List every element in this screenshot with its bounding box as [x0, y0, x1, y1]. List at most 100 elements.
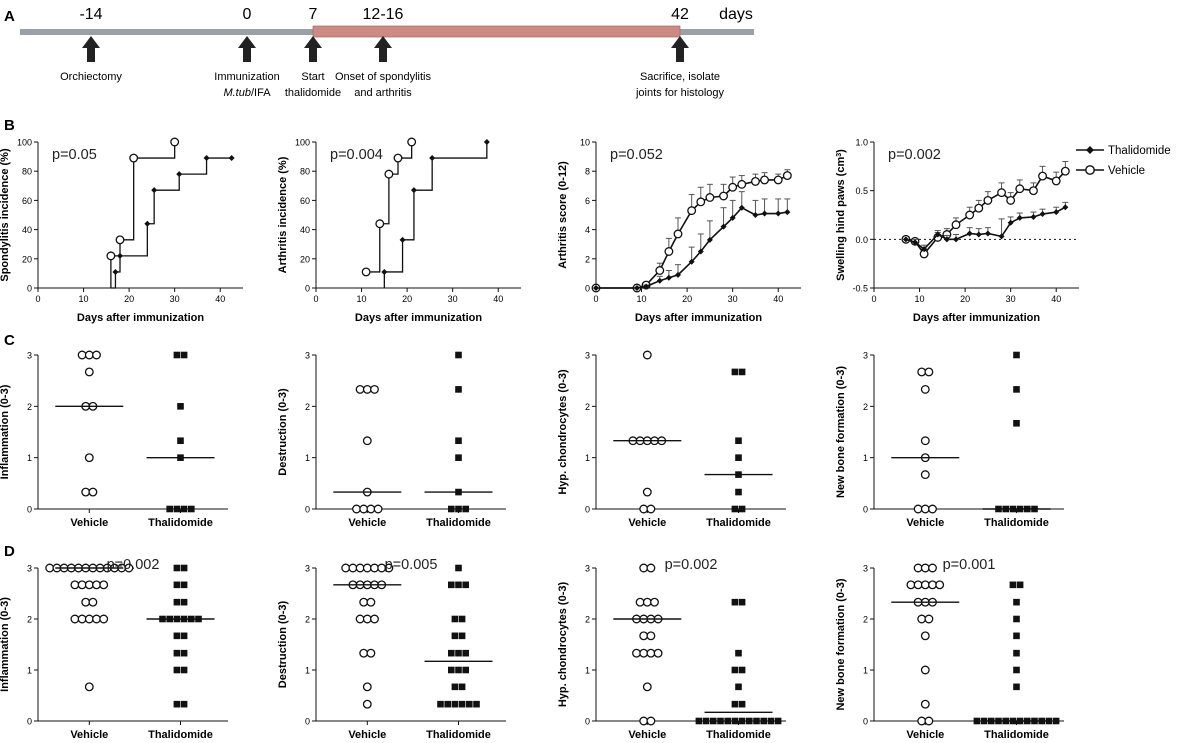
y-axis-title: Destruction (0-3) [277, 388, 289, 476]
x-tick-label: 10 [357, 294, 367, 304]
p-value-label: p=0.002 [107, 557, 160, 573]
data-point-vehicle [642, 350, 652, 360]
data-point-thalidomide [117, 252, 123, 259]
data-point-thalidomide [775, 210, 782, 217]
p-value-label: p=0.005 [385, 557, 438, 573]
data-point-vehicle [92, 614, 101, 624]
data-point-thalidomide [437, 700, 444, 708]
y-tick-label: 0 [585, 284, 590, 294]
x-axis-title: Days after immunization [77, 312, 204, 324]
y-tick-label: 20 [300, 254, 310, 264]
data-point-vehicle [373, 504, 383, 514]
timeline-event-label: M.tub/IFA [223, 87, 271, 99]
data-point-thalidomide [731, 598, 739, 606]
data-point-vehicle [92, 580, 101, 590]
treatment-period-bar [312, 25, 681, 38]
y-tick-label: 40 [300, 225, 310, 235]
p-value-label: p=0.05 [52, 147, 97, 163]
data-point-thalidomide [203, 155, 210, 162]
y-tick-label: 80 [300, 167, 310, 177]
data-point-thalidomide [731, 666, 739, 674]
data-point-vehicle [384, 169, 394, 179]
data-point-vehicle [1060, 166, 1070, 176]
data-point-thalidomide [455, 351, 462, 359]
data-point-vehicle [359, 648, 369, 658]
x-category-label: Vehicle [348, 729, 386, 741]
y-axis-title: New bone formation (0-3) [835, 578, 847, 710]
x-axis-title: Days after immunization [635, 312, 762, 324]
y-tick-label: 1 [585, 453, 590, 463]
data-point-vehicle [655, 266, 665, 275]
data-point-vehicle [129, 153, 139, 163]
data-point-vehicle [77, 580, 87, 590]
y-tick-label: 2 [585, 254, 590, 264]
data-point-thalidomide [643, 283, 650, 290]
timeline-day-label: 12-16 [363, 6, 404, 23]
data-point-thalidomide [1013, 598, 1020, 606]
data-point-vehicle [687, 206, 697, 216]
x-tick-label: 20 [124, 294, 134, 304]
data-point-thalidomide [144, 220, 151, 227]
data-point-thalidomide [1013, 351, 1020, 359]
data-point-thalidomide [706, 236, 713, 243]
data-point-thalidomide [702, 717, 710, 725]
data-point-thalidomide [717, 717, 724, 725]
data-point-thalidomide [448, 505, 455, 513]
x-tick-label: 20 [682, 294, 692, 304]
data-point-thalidomide [1009, 581, 1017, 589]
timeline-unit: days [719, 6, 753, 23]
data-point-vehicle [1028, 186, 1038, 196]
data-point-thalidomide [173, 649, 181, 657]
x-tick-label: 30 [1006, 294, 1016, 304]
p-value-label: p=0.002 [888, 147, 941, 163]
y-tick-label: 2 [305, 402, 310, 412]
data-point-thalidomide [451, 700, 459, 708]
data-point-thalidomide [953, 236, 959, 243]
data-point-thalidomide [738, 204, 745, 211]
x-category-label: Vehicle [906, 517, 944, 529]
data-point-thalidomide [455, 666, 462, 674]
data-point-thalidomide [735, 454, 742, 461]
data-point-thalidomide [675, 271, 681, 278]
timeline-event-label: Start [301, 71, 324, 83]
data-point-thalidomide [1013, 632, 1020, 640]
timeline-day-label: -14 [79, 6, 102, 23]
y-axis-title: Destruction (0-3) [277, 600, 289, 688]
series-line-thalidomide [383, 142, 488, 288]
y-axis-title: Swelling hind paws (cm3) [835, 149, 847, 281]
y-tick-label: 3 [585, 351, 590, 361]
y-axis-title: Hyp. chondrocytes (0-3) [557, 369, 569, 495]
legend-marker-circle [1085, 165, 1095, 175]
data-point-vehicle [99, 580, 109, 590]
data-point-vehicle [352, 504, 361, 514]
chart-8: 0 1 2 3 New bone formation (0-3) Vehicle Thali… [835, 351, 1064, 529]
y-tick-label: 2 [27, 615, 32, 625]
chart-6: 0 1 2 3 Destruction (0-3) Vehicle Thalidomide [277, 351, 506, 529]
data-point-vehicle [920, 384, 930, 394]
data-point-vehicle [639, 631, 649, 641]
data-point-vehicle [355, 563, 365, 573]
data-point-vehicle [70, 580, 80, 590]
data-point-vehicle [935, 580, 945, 590]
y-tick-label: 8 [585, 167, 590, 177]
data-point-vehicle [84, 614, 94, 624]
data-point-thalidomide [458, 683, 466, 691]
x-category-label: Vehicle [628, 517, 666, 529]
data-point-vehicle [1006, 195, 1016, 205]
data-point-vehicle [653, 648, 663, 658]
data-point-thalidomide [966, 230, 973, 237]
data-point-vehicle [728, 182, 738, 192]
data-point-thalidomide [738, 666, 746, 674]
data-point-thalidomide [173, 598, 181, 606]
x-category-label: Vehicle [906, 729, 944, 741]
data-point-thalidomide [975, 231, 982, 238]
data-point-thalidomide [455, 564, 462, 572]
x-tick-label: 10 [915, 294, 925, 304]
data-point-vehicle [773, 175, 783, 185]
data-point-vehicle [81, 597, 91, 607]
series-line-vehicle [905, 170, 1066, 256]
y-tick-label: 3 [305, 351, 310, 361]
p-value-label: p=0.001 [943, 557, 996, 573]
data-point-vehicle [348, 563, 358, 573]
